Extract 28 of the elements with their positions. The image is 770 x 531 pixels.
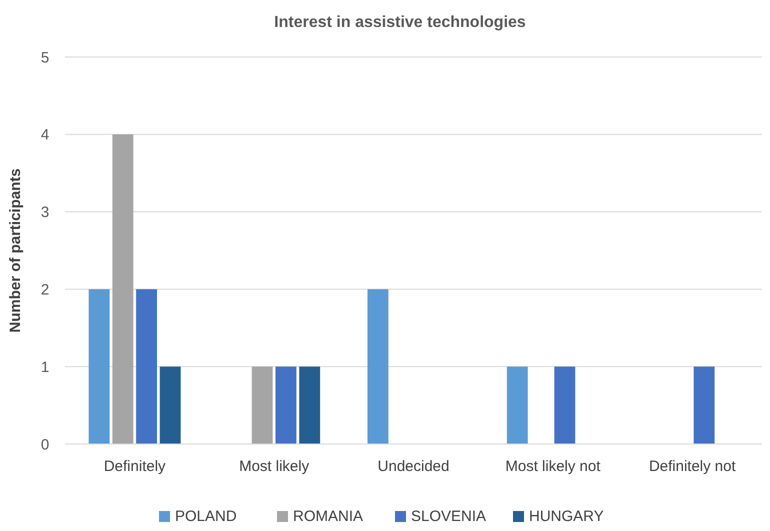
bar <box>252 366 273 444</box>
x-tick-label: Most likely not <box>505 458 602 475</box>
bar <box>506 366 528 444</box>
bar <box>368 289 388 444</box>
legend-label: ROMANIA <box>293 508 364 525</box>
y-tick-label: 5 <box>40 49 50 66</box>
bar <box>112 134 134 444</box>
y-tick-label: 1 <box>40 358 50 376</box>
y-tick-label: 2 <box>40 281 50 298</box>
bar <box>694 366 715 444</box>
x-tick-label: Definitely <box>104 458 166 475</box>
bar <box>299 366 320 444</box>
bar <box>275 366 296 444</box>
bar <box>160 366 181 444</box>
legend-label: HUNGARY <box>529 508 604 525</box>
bar <box>88 289 110 444</box>
y-axis-title: Number of participants <box>7 168 24 333</box>
x-tick-label: Undecided <box>378 458 450 475</box>
y-tick-label: 3 <box>40 204 50 222</box>
bar <box>554 366 576 444</box>
legend-label: SLOVENIA <box>411 508 486 525</box>
y-tick-label: 4 <box>40 126 50 144</box>
chart-title: Interest in assistive technologies <box>274 14 526 31</box>
x-tick-label: Definitely not <box>648 458 736 475</box>
bar <box>136 289 158 444</box>
x-tick-label: Most likely <box>239 458 310 475</box>
y-tick-label: 0 <box>40 436 50 454</box>
legend-label: POLAND <box>175 508 237 525</box>
